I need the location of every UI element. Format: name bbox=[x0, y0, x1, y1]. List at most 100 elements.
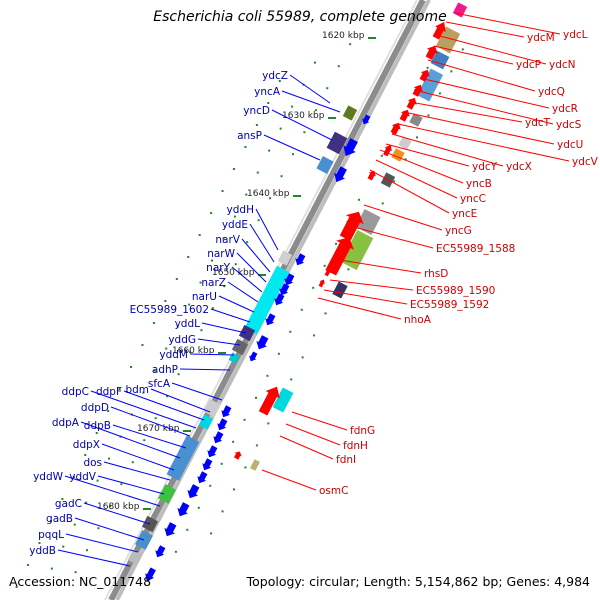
scale-tick-label: 1680 kbp bbox=[97, 502, 140, 512]
forward-gene-label: yncB bbox=[466, 178, 492, 190]
reverse-label-leader bbox=[197, 338, 241, 346]
track-dot bbox=[96, 479, 99, 482]
scale-tick-mark bbox=[368, 37, 376, 39]
track-dot bbox=[84, 454, 87, 456]
reverse-gene-label: yddE bbox=[222, 219, 248, 231]
track-dot bbox=[130, 366, 133, 368]
forward-gene-label: ydcR bbox=[552, 103, 578, 115]
reverse-label-leader bbox=[101, 443, 175, 471]
scale-tick-mark bbox=[328, 117, 336, 119]
reverse-label-leader bbox=[97, 475, 165, 495]
forward-gene-arrow bbox=[425, 45, 438, 60]
track-dot bbox=[118, 388, 121, 390]
track-dot bbox=[165, 347, 168, 350]
reverse-gene-arrow bbox=[279, 283, 290, 296]
reverse-gene-label: ddpA bbox=[52, 417, 80, 429]
track-dot bbox=[232, 440, 235, 443]
reverse-label-leader bbox=[189, 353, 235, 356]
reverse-gene-label: ansP bbox=[237, 130, 262, 142]
reverse-label-leader bbox=[289, 74, 331, 104]
forward-gene-arrow bbox=[406, 97, 417, 110]
reverse-gene-label: yddW bbox=[33, 471, 64, 483]
track-dot bbox=[197, 506, 200, 509]
reverse-gene-label: ddpC bbox=[62, 386, 89, 398]
forward-label-leader bbox=[339, 259, 422, 274]
track-dot bbox=[279, 127, 282, 130]
track-dot bbox=[291, 105, 294, 108]
reverse-label-leader bbox=[281, 90, 341, 113]
reverse-gene-label: pqqL bbox=[38, 529, 64, 541]
forward-feature-box bbox=[452, 2, 468, 18]
track-dot bbox=[289, 330, 292, 333]
forward-feature-box bbox=[272, 387, 294, 413]
forward-gene-arrow bbox=[318, 279, 325, 288]
track-dot bbox=[244, 146, 247, 148]
reverse-gene-label: narU bbox=[192, 291, 217, 303]
track-dot bbox=[85, 501, 88, 504]
track-dot bbox=[72, 476, 75, 478]
reverse-feature-box bbox=[166, 435, 200, 481]
track-dot bbox=[278, 80, 281, 82]
track-dot bbox=[199, 281, 202, 284]
reverse-gene-label: yddM bbox=[159, 349, 188, 361]
forward-label-leader bbox=[413, 89, 554, 125]
forward-feature-box bbox=[355, 209, 381, 235]
track-dot bbox=[38, 542, 41, 544]
track-dot bbox=[62, 545, 65, 548]
reverse-gene-arrow bbox=[221, 405, 232, 418]
forward-feature-box bbox=[435, 26, 461, 54]
track-dot bbox=[108, 457, 111, 460]
forward-feature-box bbox=[398, 136, 412, 150]
reverse-gene-arrow bbox=[187, 484, 200, 499]
reverse-gene-arrow bbox=[155, 545, 166, 558]
forward-feature-box bbox=[250, 459, 260, 471]
track-dot bbox=[324, 312, 327, 315]
track-dot bbox=[233, 168, 235, 170]
reverse-label-leader bbox=[64, 475, 161, 507]
reverse-gene-label: ddpB bbox=[84, 420, 111, 432]
forward-feature-box bbox=[416, 68, 444, 102]
reverse-gene-label: EC55989_1602 bbox=[130, 304, 209, 316]
track-dot bbox=[234, 263, 237, 266]
track-dot bbox=[404, 158, 407, 161]
forward-label-leader bbox=[369, 169, 450, 214]
reverse-label-leader bbox=[255, 208, 279, 251]
track-dot bbox=[15, 586, 18, 588]
forward-label-leader bbox=[375, 159, 458, 199]
map-title: Escherichia coli 55989, complete genome bbox=[153, 9, 447, 25]
reverse-feature-box bbox=[342, 105, 358, 121]
track-dot bbox=[244, 466, 247, 469]
track-dot bbox=[141, 344, 144, 346]
reverse-gene-label: yddV bbox=[69, 471, 97, 483]
reverse-gene-label: sfcA bbox=[148, 378, 171, 390]
forward-label-leader bbox=[291, 411, 348, 431]
track-dot bbox=[120, 483, 123, 486]
track-dot bbox=[313, 334, 316, 337]
reverse-gene-arrow bbox=[207, 445, 218, 458]
reverse-feature-boxes bbox=[127, 105, 358, 565]
forward-gene-label: ydcX bbox=[506, 161, 532, 173]
forward-gene-label: ydcM bbox=[527, 32, 555, 44]
reverse-label-leader bbox=[227, 281, 259, 303]
reverse-label-leader bbox=[236, 252, 267, 283]
track-dot bbox=[61, 498, 64, 500]
track-dot bbox=[74, 571, 77, 574]
reverse-label-leader bbox=[90, 390, 197, 429]
reverse-gene-label: dos bbox=[83, 457, 102, 469]
track-dot bbox=[233, 488, 235, 491]
forward-label-leader bbox=[349, 225, 434, 249]
track-dot bbox=[337, 65, 340, 68]
reverse-gene-label: gadB bbox=[46, 513, 73, 525]
reverse-label-leader bbox=[65, 533, 139, 553]
reverse-gene-label: yddH bbox=[227, 204, 254, 216]
reverse-label-leader bbox=[83, 502, 151, 525]
track-dot bbox=[357, 198, 360, 201]
track-dot bbox=[233, 215, 236, 218]
track-dot bbox=[222, 237, 225, 240]
forward-label-leader bbox=[445, 21, 525, 38]
track-dot bbox=[326, 87, 329, 90]
forward-gene-label: EC55989_1590 bbox=[416, 285, 495, 297]
reverse-label-leader bbox=[249, 223, 275, 263]
